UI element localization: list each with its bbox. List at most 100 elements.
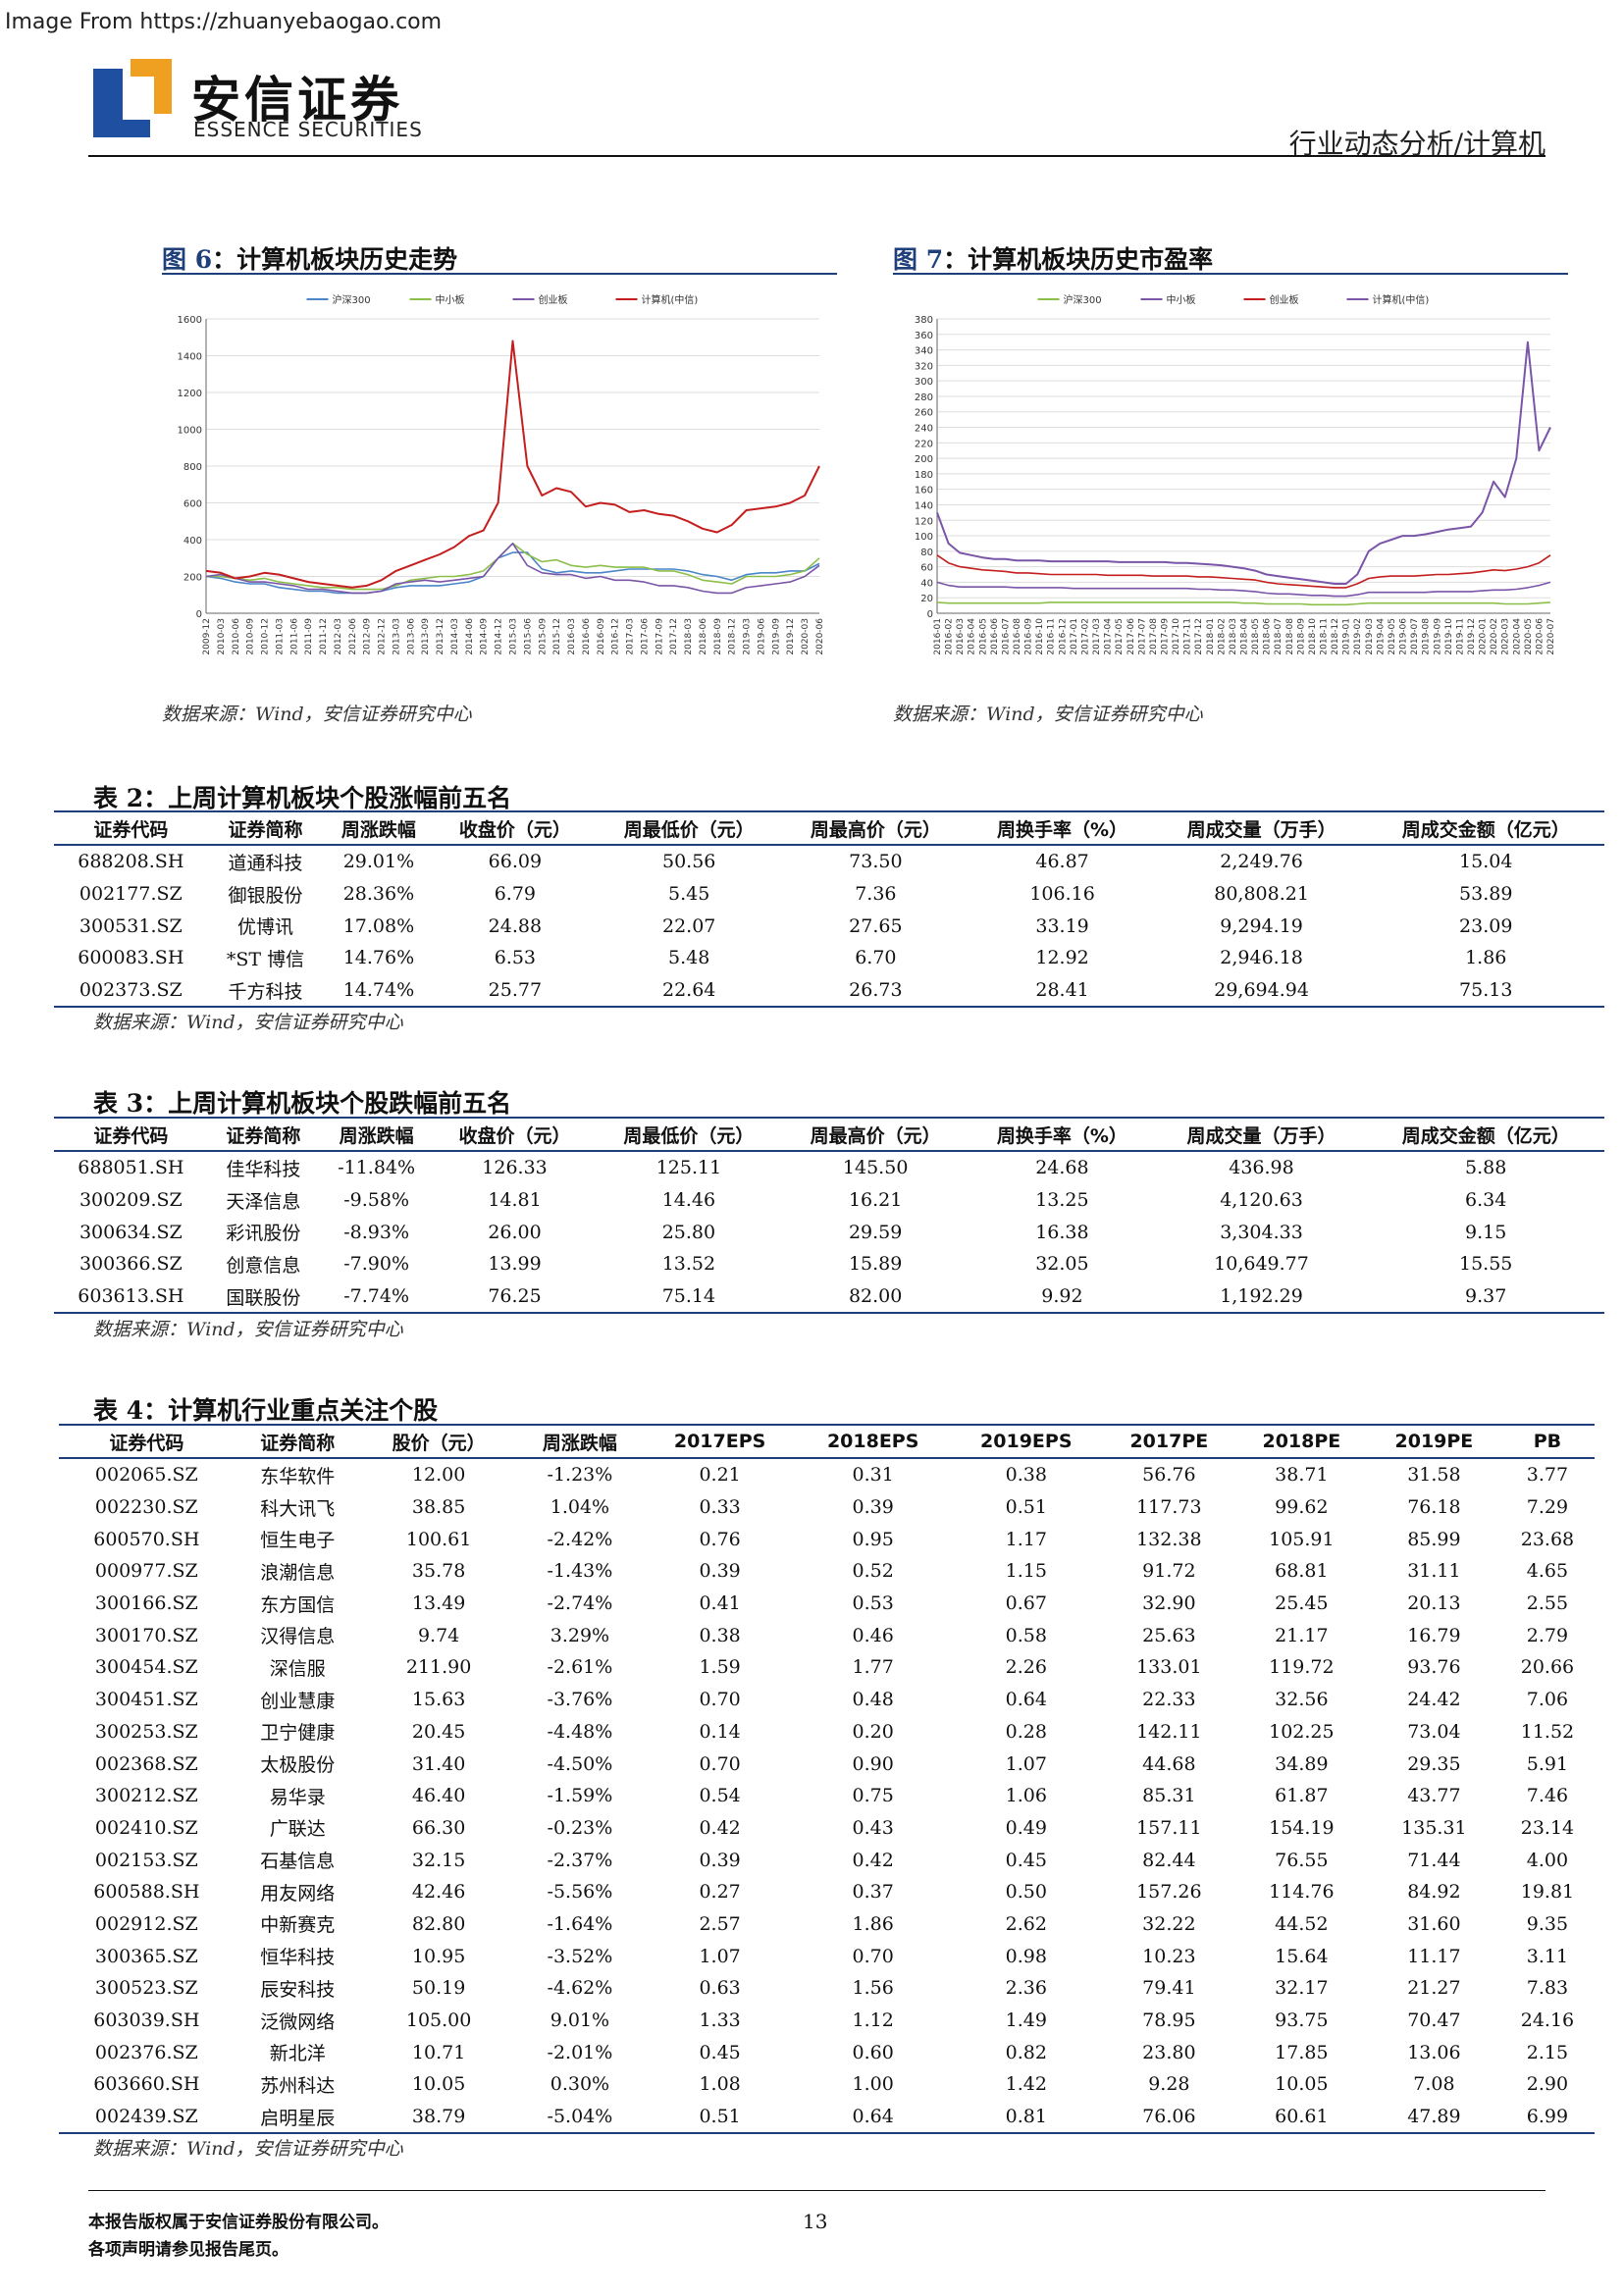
table-cell: 13.25 bbox=[1035, 1189, 1089, 1212]
x-tick-label: 2018-10 bbox=[1308, 618, 1318, 655]
table-cell: -2.37% bbox=[547, 1849, 613, 1871]
table-cell: 436.98 bbox=[1229, 1157, 1294, 1179]
x-tick-label: 2016-10 bbox=[1035, 618, 1045, 655]
table-cell: 10.23 bbox=[1142, 1945, 1196, 1967]
table-cell: 79.41 bbox=[1142, 1977, 1196, 2000]
table-cell: 10.05 bbox=[411, 2073, 466, 2096]
table-cell: 70.47 bbox=[1407, 2009, 1461, 2032]
figure-6-rule bbox=[162, 273, 837, 275]
table-cell: 优博讯 bbox=[236, 916, 293, 939]
table-cell: 17.08% bbox=[342, 914, 415, 937]
table-cell: 1.49 bbox=[1005, 2009, 1047, 2032]
column-header: 周涨跌幅 bbox=[516, 1424, 644, 1459]
x-tick-label: 2010-09 bbox=[246, 618, 256, 655]
table-cell: 3.29% bbox=[550, 1624, 610, 1646]
table-cell: 0.53 bbox=[852, 1592, 894, 1615]
table-cell: 0.70 bbox=[699, 1752, 741, 1775]
table-cell: 道通科技 bbox=[228, 852, 303, 874]
table-cell: 002153.SZ bbox=[94, 1849, 198, 1871]
table-cell: 1.59 bbox=[699, 1656, 741, 1679]
table-cell: 6.70 bbox=[855, 947, 897, 969]
table-2-caption: 上周计算机板块个股涨幅前五名 bbox=[168, 784, 512, 812]
table-cell: -3.76% bbox=[547, 1689, 613, 1711]
table-cell: -2.74% bbox=[547, 1592, 613, 1615]
table-cell: 1.86 bbox=[852, 1912, 894, 1935]
column-header: 证券简称 bbox=[234, 1424, 361, 1459]
table-cell: 辰安科技 bbox=[260, 1978, 336, 2001]
table-cell: -7.90% bbox=[343, 1253, 410, 1276]
y-tick-label: 160 bbox=[915, 486, 933, 496]
table-cell: 0.64 bbox=[796, 2100, 950, 2135]
y-tick-label: 800 bbox=[183, 462, 202, 473]
table-key-stocks: 证券代码 证券简称 股价（元） 周涨跌幅 2017EPS 2018EPS 2019EPS 20… bbox=[59, 1424, 1595, 2135]
table-row: 002439.SZ 启明星辰 38.79 -5.04% 0.51 0.64 0.81 76.0… bbox=[59, 2100, 1595, 2135]
table-cell: 0.90 bbox=[852, 1752, 894, 1775]
table-cell: 23.09 bbox=[1459, 914, 1513, 937]
figure-7-caption: 计算机板块历史市盈率 bbox=[968, 245, 1214, 274]
figure-6-number: 图 6 bbox=[162, 245, 213, 274]
column-header: 周成交量（万手） bbox=[1155, 810, 1368, 846]
x-tick-label: 2019-07 bbox=[1410, 618, 1420, 655]
table-cell: 29,694.94 bbox=[1155, 973, 1368, 1009]
table-row: 002065.SZ 东华软件 12.00 -1.23% 0.21 0.31 0.38 56.7… bbox=[59, 1458, 1595, 1491]
table-cell: 154.19 bbox=[1269, 1816, 1335, 1839]
table-cell: 29.35 bbox=[1407, 1752, 1461, 1775]
table-row: 300454.SZ 深信服 211.90 -2.61% 1.59 1.77 2.26 133.… bbox=[59, 1651, 1595, 1684]
table-cell: 0.39 bbox=[699, 1560, 741, 1583]
table-row: 300634.SZ 彩讯股份 -8.93% 26.00 25.80 29.59 16.38 3… bbox=[54, 1216, 1604, 1248]
table-cell: 002230.SZ bbox=[94, 1496, 198, 1519]
table-cell: 300253.SZ bbox=[94, 1720, 198, 1743]
x-tick-label: 2016-04 bbox=[968, 618, 977, 655]
table-cell: 28.36% bbox=[342, 883, 415, 906]
brand-name-cn: 安信证券 bbox=[191, 72, 403, 129]
table-cell: 105.91 bbox=[1269, 1528, 1335, 1550]
table-cell: 0.38 bbox=[1005, 1464, 1047, 1487]
figure-7-rule bbox=[893, 273, 1568, 275]
x-tick-label: 2018-09 bbox=[1296, 618, 1306, 655]
table-cell: 32.90 bbox=[1142, 1592, 1196, 1615]
column-header: 证券代码 bbox=[59, 1424, 235, 1459]
table-cell: 14.46 bbox=[661, 1189, 716, 1212]
table-row: 300523.SZ 辰安科技 50.19 -4.62% 0.63 1.56 2.36 79.4… bbox=[59, 1972, 1595, 2005]
table-cell: 0.51 bbox=[1005, 1496, 1047, 1519]
table-cell: 15.89 bbox=[848, 1253, 903, 1276]
table-cell: 0.82 bbox=[1005, 2041, 1047, 2063]
table-cell: 75.13 bbox=[1367, 973, 1604, 1009]
column-header: 周换手率（%） bbox=[969, 1117, 1156, 1152]
table-cell: 132.38 bbox=[1136, 1528, 1202, 1550]
table-cell: 38.71 bbox=[1275, 1464, 1329, 1487]
x-tick-label: 2017-06 bbox=[1126, 618, 1136, 655]
table-cell: 34.89 bbox=[1275, 1752, 1329, 1775]
y-tick-label: 280 bbox=[915, 392, 933, 403]
table-row: 600588.SH 用友网络 42.46 -5.56% 0.27 0.37 0.50 157.… bbox=[59, 1876, 1595, 1908]
x-tick-label: 2011-09 bbox=[304, 618, 314, 655]
table-cell: 157.26 bbox=[1136, 1881, 1202, 1904]
table-cell: 24.42 bbox=[1407, 1689, 1461, 1711]
table-cell: *ST 博信 bbox=[226, 948, 305, 970]
x-tick-label: 2017-12 bbox=[669, 618, 679, 655]
table-cell: 9.74 bbox=[417, 1624, 460, 1646]
table-cell: 2.36 bbox=[1005, 1977, 1047, 2000]
table-cell: 24.68 bbox=[1035, 1157, 1089, 1179]
table-cell: 85.31 bbox=[1142, 1785, 1196, 1807]
table-cell: 2.90 bbox=[1526, 2073, 1569, 2096]
table-cell: 2.15 bbox=[1526, 2041, 1569, 2063]
table-cell: 10,649.77 bbox=[1214, 1253, 1309, 1276]
table-row: 300253.SZ 卫宁健康 20.45 -4.48% 0.14 0.20 0.28 142.… bbox=[59, 1716, 1595, 1748]
table-cell: 29.01% bbox=[342, 851, 415, 873]
x-tick-label: 2011-12 bbox=[319, 618, 329, 655]
table-cell: -9.58% bbox=[343, 1189, 410, 1212]
table-cell: 14.81 bbox=[488, 1189, 542, 1212]
table-cell: 19.81 bbox=[1520, 1881, 1575, 1904]
x-tick-label: 2019-03 bbox=[743, 618, 753, 655]
x-tick-label: 2019-05 bbox=[1388, 618, 1397, 655]
brand-name-en: ESSENCE SECURITIES bbox=[193, 118, 423, 141]
table-cell: 688208.SH bbox=[78, 851, 184, 873]
column-header: 2019PE bbox=[1367, 1424, 1500, 1459]
table-cell: 佳华科技 bbox=[226, 1158, 301, 1180]
table-row: 300212.SZ 易华录 46.40 -1.59% 0.54 0.75 1.06 85.31… bbox=[59, 1780, 1595, 1812]
table-cell: 26.73 bbox=[782, 973, 969, 1009]
x-tick-label: 2020-05 bbox=[1524, 618, 1534, 655]
table-cell: 3,304.33 bbox=[1220, 1221, 1303, 1243]
table-cell: 1.17 bbox=[1005, 1528, 1047, 1550]
